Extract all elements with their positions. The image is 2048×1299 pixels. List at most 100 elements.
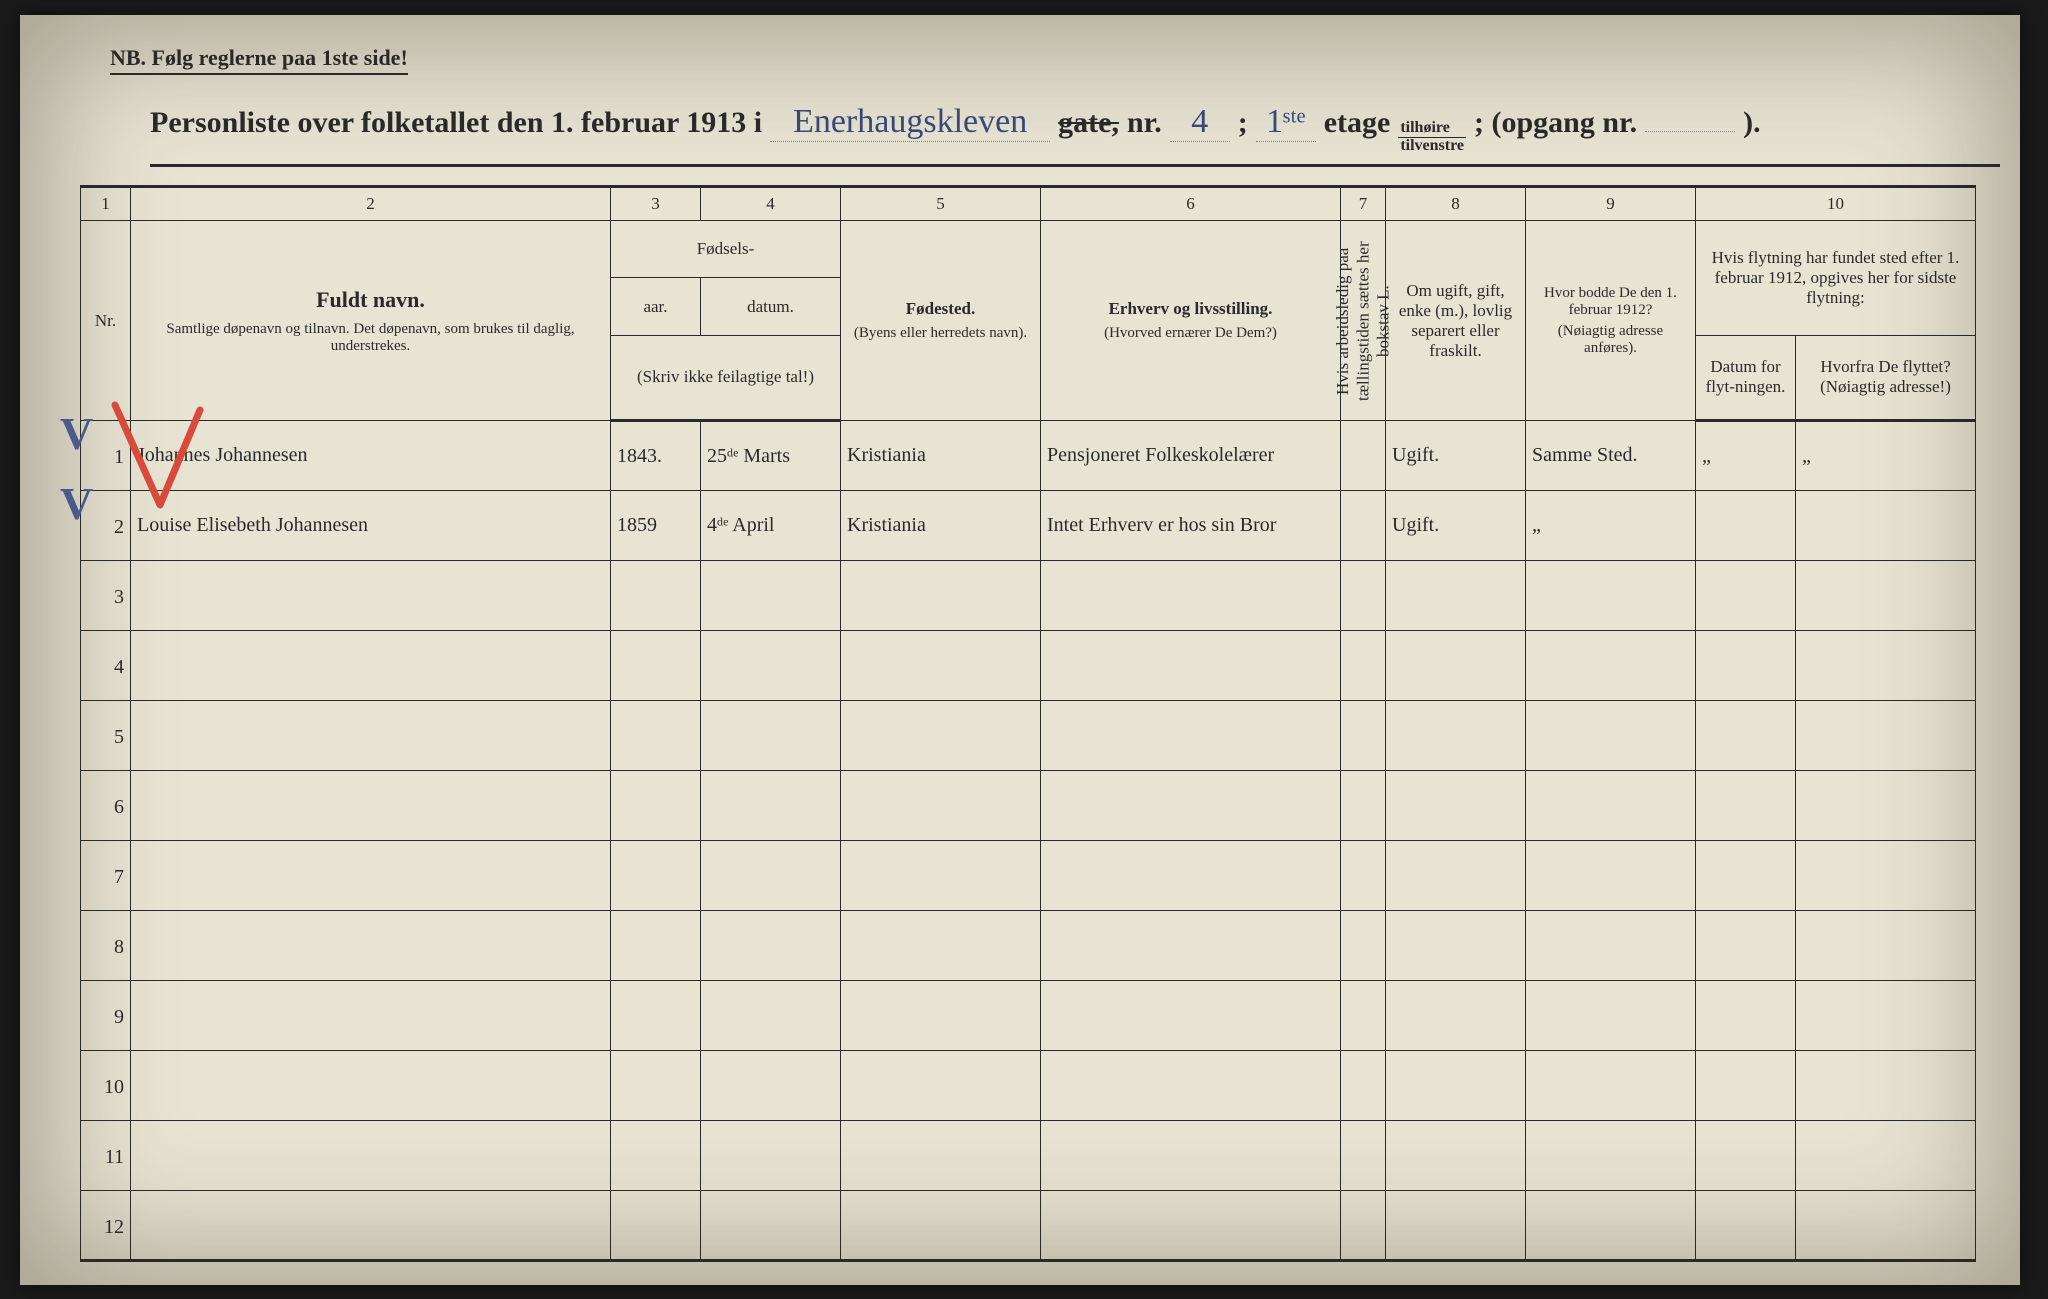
table-row: 7: [81, 841, 1976, 911]
date-cell: 25ᵈᵉ Marts: [701, 421, 841, 491]
move-from-cell: [1796, 1051, 1976, 1121]
col7-cell: [1341, 491, 1386, 561]
title-prefix: Personliste over folketallet den 1. febr…: [150, 106, 762, 140]
name-cell: Louise Elisebeth Johannesen: [131, 491, 611, 561]
census-table: 1 2 3 4 5 6 7 8 9 10 Nr. Fuldt navn. Sam…: [80, 185, 1976, 1262]
move-date-cell: [1696, 1121, 1796, 1191]
name-cell: [131, 1121, 611, 1191]
occupation-cell: [1041, 841, 1341, 911]
occupation-cell: [1041, 771, 1341, 841]
date-cell: [701, 981, 841, 1051]
hdr-nr: Nr.: [81, 221, 131, 421]
nr-label: nr.: [1127, 106, 1162, 140]
etage-label: etage: [1324, 106, 1391, 140]
col7-cell: [1341, 1191, 1386, 1261]
marital-cell: [1386, 631, 1526, 701]
hdr-fodsels: Fødsels-: [611, 221, 841, 278]
row-nr: 6: [81, 771, 131, 841]
date-cell: [701, 1121, 841, 1191]
year-cell: 1843.: [611, 421, 701, 491]
move-from-cell: „: [1796, 421, 1976, 491]
move-from-cell: [1796, 981, 1976, 1051]
opgang-label: ; (opgang nr.: [1474, 106, 1637, 140]
name-cell: [131, 701, 611, 771]
colnum-5: 5: [841, 187, 1041, 221]
prev-address-cell: [1526, 561, 1696, 631]
col7-cell: [1341, 911, 1386, 981]
date-cell: [701, 561, 841, 631]
move-from-cell: [1796, 1191, 1976, 1261]
marital-cell: [1386, 701, 1526, 771]
birthplace-cell: [841, 841, 1041, 911]
birthplace-cell: [841, 981, 1041, 1051]
prev-address-cell: Samme Sted.: [1526, 421, 1696, 491]
row-nr: 5: [81, 701, 131, 771]
year-cell: [611, 701, 701, 771]
occupation-cell: [1041, 561, 1341, 631]
occupation-cell: [1041, 1121, 1341, 1191]
row-nr: 9: [81, 981, 131, 1051]
col7-cell: [1341, 561, 1386, 631]
hdr-erhverv: Erhverv og livsstilling. (Hvorved ernære…: [1041, 221, 1341, 421]
move-from-cell: [1796, 911, 1976, 981]
birthplace-cell: [841, 911, 1041, 981]
name-cell: [131, 841, 611, 911]
birthplace-cell: [841, 631, 1041, 701]
year-cell: [611, 561, 701, 631]
birthplace-cell: [841, 1121, 1041, 1191]
move-date-cell: [1696, 771, 1796, 841]
hdr-col10b: Hvorfra De flyttet? (Nøiagtig adresse!): [1796, 335, 1976, 420]
hdr-erhverv-main: Erhverv og livsstilling.: [1045, 299, 1336, 319]
move-date-cell: [1696, 841, 1796, 911]
colnum-6: 6: [1041, 187, 1341, 221]
name-cell: [131, 1191, 611, 1261]
name-cell: [131, 911, 611, 981]
nr-handwritten: 4: [1170, 103, 1230, 142]
hdr-fodested-sub: (Byens eller herredets navn).: [845, 325, 1036, 342]
year-cell: [611, 1121, 701, 1191]
row-nr: 12: [81, 1191, 131, 1261]
col7-cell: [1341, 841, 1386, 911]
row-nr: 10: [81, 1051, 131, 1121]
move-date-cell: [1696, 631, 1796, 701]
colnum-10: 10: [1696, 187, 1976, 221]
table-row: 5: [81, 701, 1976, 771]
table-row: 1Johannes Johannesen1843.25ᵈᵉ MartsKrist…: [81, 421, 1976, 491]
move-date-cell: [1696, 911, 1796, 981]
gate-label: gate,: [1058, 106, 1119, 140]
date-cell: 4ᵈᵉ April: [701, 491, 841, 561]
row-nr: 11: [81, 1121, 131, 1191]
marital-cell: [1386, 1121, 1526, 1191]
hdr-col9-sub: (Nøiagtig adresse anføres).: [1530, 323, 1691, 357]
colnum-8: 8: [1386, 187, 1526, 221]
marital-cell: [1386, 981, 1526, 1051]
col7-cell: [1341, 981, 1386, 1051]
move-from-cell: [1796, 1121, 1976, 1191]
move-date-cell: „: [1696, 421, 1796, 491]
occupation-cell: [1041, 631, 1341, 701]
move-from-cell: [1796, 841, 1976, 911]
col7-cell: [1341, 701, 1386, 771]
prev-address-cell: [1526, 841, 1696, 911]
move-date-cell: [1696, 491, 1796, 561]
occupation-cell: [1041, 1191, 1341, 1261]
prev-address-cell: [1526, 1191, 1696, 1261]
year-cell: [611, 1051, 701, 1121]
marital-cell: Ugift.: [1386, 421, 1526, 491]
occupation-cell: [1041, 701, 1341, 771]
move-date-cell: [1696, 981, 1796, 1051]
nb-instruction: NB. Følg reglerne paa 1ste side!: [110, 45, 408, 75]
side-fraction: tilhøire tilvenstre: [1398, 120, 1466, 154]
hdr-skriv: (Skriv ikke feilagtige tal!): [611, 335, 841, 420]
hdr-name: Fuldt navn. Samtlige døpenavn og tilnavn…: [131, 221, 611, 421]
title-close: ).: [1743, 106, 1761, 140]
colnum-1: 1: [81, 187, 131, 221]
date-cell: [701, 701, 841, 771]
marital-cell: [1386, 1051, 1526, 1121]
prev-address-cell: [1526, 911, 1696, 981]
table-row: 4: [81, 631, 1976, 701]
row-nr: 8: [81, 911, 131, 981]
table-row: 3: [81, 561, 1976, 631]
prev-address-cell: [1526, 701, 1696, 771]
prev-address-cell: [1526, 1051, 1696, 1121]
